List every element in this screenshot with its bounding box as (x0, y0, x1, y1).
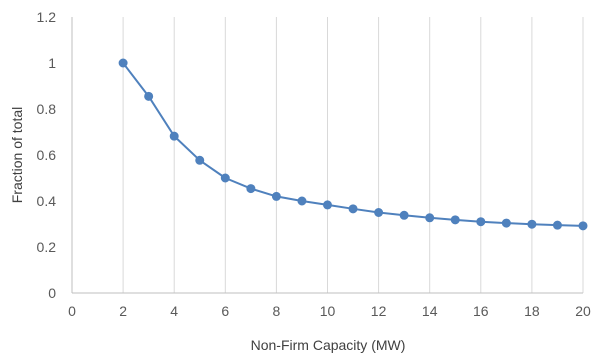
x-tick-label: 10 (320, 303, 336, 319)
series-line (122, 62, 584, 227)
x-tick-label: 18 (524, 303, 540, 319)
x-tick-label: 6 (221, 303, 229, 319)
data-point (527, 219, 537, 229)
x-tick-label: 20 (575, 303, 591, 319)
tick-labels: 0 2 4 6 8 10 12 14 16 18 20 0 0.2 0.4 0.6 0.8 1 1.2 (37, 9, 591, 319)
y-tick-label: 0.6 (37, 147, 57, 163)
data-point (501, 218, 511, 228)
data-point (552, 220, 562, 230)
data-point (578, 221, 588, 231)
x-tick-label: 2 (119, 303, 127, 319)
x-tick-label: 16 (473, 303, 489, 319)
x-axis-title: Non-Firm Capacity (MW) (251, 337, 406, 353)
data-point (399, 210, 409, 220)
y-tick-label: 1.2 (37, 9, 57, 25)
data-point (246, 184, 256, 194)
data-point (348, 204, 358, 214)
x-tick-label: 0 (68, 303, 76, 319)
gridlines (122, 17, 584, 293)
data-point (297, 196, 307, 206)
data-point (271, 191, 281, 201)
x-tick-label: 12 (371, 303, 387, 319)
data-point (450, 215, 460, 225)
data-point (195, 155, 205, 165)
y-tick-label: 0.4 (37, 193, 57, 209)
x-tick-label: 8 (273, 303, 281, 319)
y-tick-label: 0.2 (37, 239, 57, 255)
axes (71, 17, 583, 294)
x-tick-label: 14 (422, 303, 438, 319)
data-point (169, 131, 179, 141)
data-point (425, 213, 435, 223)
data-point (220, 173, 230, 183)
data-point (323, 200, 332, 210)
data-point (118, 58, 128, 68)
series-layer (118, 58, 588, 231)
y-tick-label: 1 (48, 55, 56, 71)
data-point (374, 208, 384, 217)
data-point (144, 91, 154, 101)
x-tick-label: 4 (170, 303, 178, 319)
y-tick-label: 0.8 (37, 101, 57, 117)
data-point (476, 217, 486, 227)
y-axis-title: Fraction of total (9, 107, 25, 204)
y-tick-label: 0 (48, 285, 56, 301)
